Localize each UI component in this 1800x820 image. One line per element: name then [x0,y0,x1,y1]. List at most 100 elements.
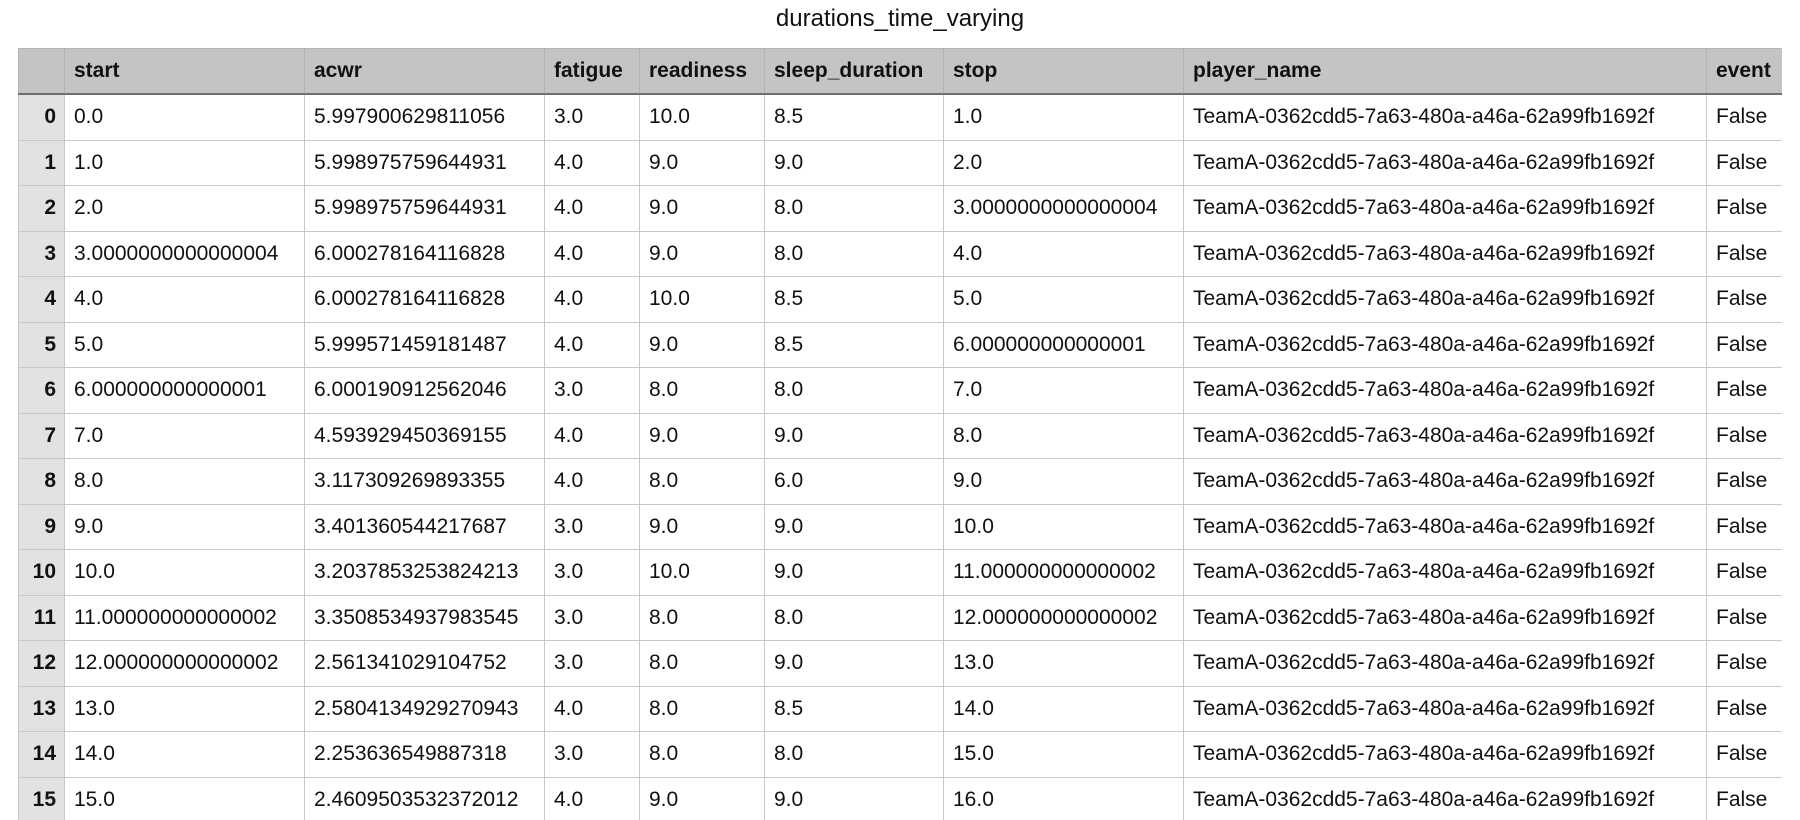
cell-sleep-duration: 6.0 [764,458,944,505]
column-header-event: event [1706,48,1782,95]
cell-fatigue: 4.0 [544,276,640,323]
table-body: 0 0.0 5.997900629811056 3.0 10.0 8.5 1.0 TeamA-… [18,93,1782,820]
cell-acwr: 5.997900629811056 [304,93,545,141]
cell-player-name: TeamA-0362cdd5-7a63-480a-a46a-62a99fb169… [1183,685,1707,732]
cell-event: False [1706,594,1782,641]
row-index: 12 [18,640,65,687]
cell-stop: 13.0 [943,640,1184,687]
table-row: 5 5.0 5.999571459181487 4.0 9.0 8.5 6.00000000… [18,321,1782,368]
cell-start: 7.0 [64,412,305,459]
column-header-sleep-duration: sleep_duration [764,48,944,95]
cell-fatigue: 4.0 [544,321,640,368]
cell-fatigue: 4.0 [544,230,640,277]
cell-fatigue: 3.0 [544,549,640,596]
cell-acwr: 3.3508534937983545 [304,594,545,641]
cell-sleep-duration: 8.5 [764,93,944,141]
cell-stop: 3.0000000000000004 [943,185,1184,232]
cell-start: 3.0000000000000004 [64,230,305,277]
cell-sleep-duration: 8.0 [764,594,944,641]
cell-readiness: 8.0 [639,640,765,687]
column-header-stop: stop [943,48,1184,95]
cell-acwr: 3.117309269893355 [304,458,545,505]
cell-player-name: TeamA-0362cdd5-7a63-480a-a46a-62a99fb169… [1183,640,1707,687]
cell-sleep-duration: 8.0 [764,185,944,232]
cell-player-name: TeamA-0362cdd5-7a63-480a-a46a-62a99fb169… [1183,594,1707,641]
cell-player-name: TeamA-0362cdd5-7a63-480a-a46a-62a99fb169… [1183,731,1707,778]
column-header-fatigue: fatigue [544,48,640,95]
table-row: 2 2.0 5.998975759644931 4.0 9.0 8.0 3.00000000… [18,185,1782,232]
cell-sleep-duration: 9.0 [764,640,944,687]
row-index: 15 [18,776,65,820]
row-index: 8 [18,458,65,505]
table-row: 10 10.0 3.2037853253824213 3.0 10.0 9.0 11.000… [18,549,1782,596]
cell-acwr: 6.000278164116828 [304,230,545,277]
cell-sleep-duration: 8.0 [764,367,944,414]
cell-readiness: 9.0 [639,412,765,459]
cell-readiness: 10.0 [639,276,765,323]
cell-stop: 10.0 [943,503,1184,550]
cell-sleep-duration: 9.0 [764,139,944,186]
cell-event: False [1706,321,1782,368]
cell-start: 8.0 [64,458,305,505]
table-row: 3 3.0000000000000004 6.000278164116828 4.0 9… [18,230,1782,277]
table-row: 8 8.0 3.117309269893355 4.0 8.0 6.0 9.0 TeamA-0… [18,458,1782,505]
cell-readiness: 8.0 [639,367,765,414]
table-row: 11 11.000000000000002 3.3508534937983545 3.… [18,594,1782,641]
cell-event: False [1706,93,1782,141]
cell-start: 0.0 [64,93,305,141]
cell-event: False [1706,185,1782,232]
row-index: 1 [18,139,65,186]
cell-start: 5.0 [64,321,305,368]
row-index: 0 [18,93,65,141]
cell-sleep-duration: 9.0 [764,503,944,550]
cell-readiness: 9.0 [639,321,765,368]
cell-stop: 5.0 [943,276,1184,323]
cell-fatigue: 4.0 [544,458,640,505]
cell-acwr: 2.253636549887318 [304,731,545,778]
cell-start: 11.000000000000002 [64,594,305,641]
row-index: 9 [18,503,65,550]
table-row: 12 12.000000000000002 2.561341029104752 3.0… [18,640,1782,687]
cell-stop: 8.0 [943,412,1184,459]
cell-player-name: TeamA-0362cdd5-7a63-480a-a46a-62a99fb169… [1183,139,1707,186]
cell-acwr: 6.000190912562046 [304,367,545,414]
cell-fatigue: 3.0 [544,640,640,687]
column-header-acwr: acwr [304,48,545,95]
table-row: 13 13.0 2.5804134929270943 4.0 8.0 8.5 14.0 Tea… [18,685,1782,732]
cell-sleep-duration: 8.0 [764,731,944,778]
cell-stop: 7.0 [943,367,1184,414]
cell-fatigue: 3.0 [544,93,640,141]
cell-start: 14.0 [64,731,305,778]
cell-stop: 11.000000000000002 [943,549,1184,596]
row-index: 2 [18,185,65,232]
cell-player-name: TeamA-0362cdd5-7a63-480a-a46a-62a99fb169… [1183,367,1707,414]
cell-readiness: 10.0 [639,93,765,141]
cell-sleep-duration: 9.0 [764,412,944,459]
cell-stop: 1.0 [943,93,1184,141]
row-index: 4 [18,276,65,323]
cell-fatigue: 4.0 [544,685,640,732]
cell-fatigue: 3.0 [544,731,640,778]
cell-readiness: 9.0 [639,139,765,186]
cell-start: 9.0 [64,503,305,550]
cell-stop: 9.0 [943,458,1184,505]
cell-start: 6.000000000000001 [64,367,305,414]
table-title: durations_time_varying [775,5,1025,32]
cell-acwr: 3.2037853253824213 [304,549,545,596]
cell-fatigue: 4.0 [544,185,640,232]
cell-start: 2.0 [64,185,305,232]
table-row: 15 15.0 2.4609503532372012 4.0 9.0 9.0 16.0 Tea… [18,776,1782,820]
cell-player-name: TeamA-0362cdd5-7a63-480a-a46a-62a99fb169… [1183,776,1707,820]
cell-fatigue: 3.0 [544,503,640,550]
cell-event: False [1706,640,1782,687]
cell-event: False [1706,276,1782,323]
table-row: 4 4.0 6.000278164116828 4.0 10.0 8.5 5.0 TeamA-… [18,276,1782,323]
row-index: 14 [18,731,65,778]
cell-event: False [1706,367,1782,414]
cell-start: 4.0 [64,276,305,323]
cell-player-name: TeamA-0362cdd5-7a63-480a-a46a-62a99fb169… [1183,185,1707,232]
row-index: 11 [18,594,65,641]
cell-event: False [1706,549,1782,596]
data-table-container: start acwr fatigue readiness sleep_durat… [18,48,1782,820]
cell-stop: 15.0 [943,731,1184,778]
